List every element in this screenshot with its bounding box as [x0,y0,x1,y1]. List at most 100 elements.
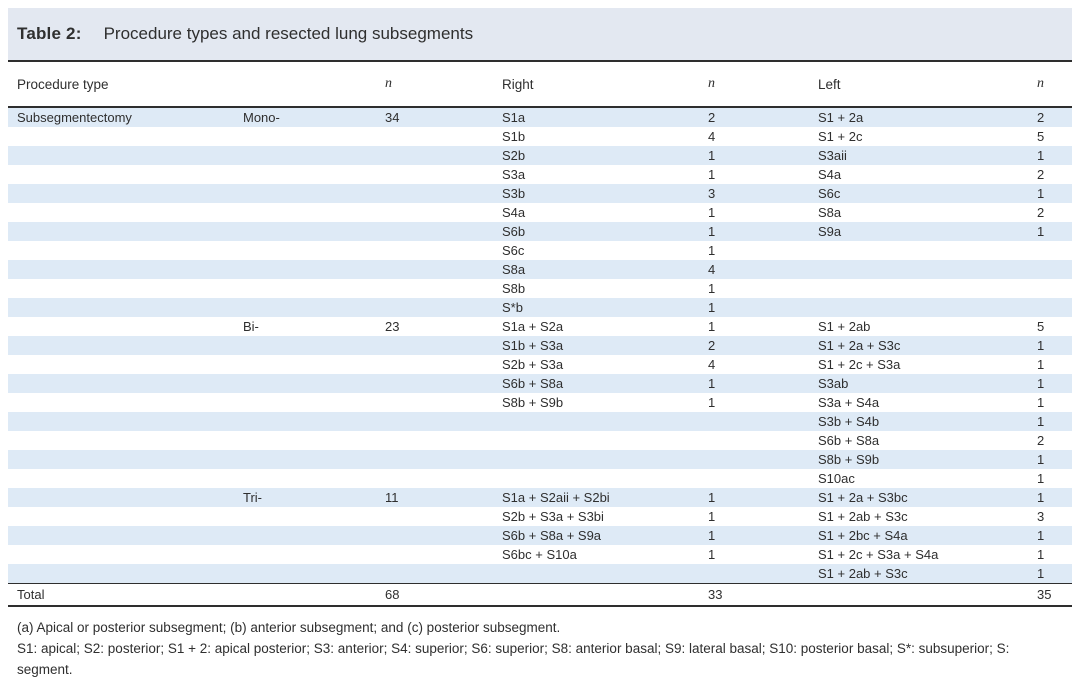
procedure-type-cell [8,393,243,412]
left-subsegment-cell: S1 + 2ab + S3c [818,509,908,524]
left-count-cell: 1 [1037,338,1045,353]
right-subsegment-cell: S8b [502,281,526,296]
subtype-cell [243,564,385,584]
table-row: S2b 1 S3aii 1 [8,146,1072,165]
right-subsegment-cell [502,450,708,469]
procedures-table: Procedure type n Right n Left n Subsegme… [8,62,1072,607]
right-subsegment-cell: S6b + S8a + S9a [502,528,602,543]
right-count-cell: 2 [708,338,716,353]
subtype-cell [243,165,385,184]
count-cell [385,298,502,317]
left-count-cell [1030,279,1072,298]
total-spacer-left [818,583,1030,607]
procedure-type-cell [8,298,243,317]
subtype-cell [243,355,385,374]
subtype-cell [243,526,385,545]
table-row: S1 + 2ab + S3c 1 [8,564,1072,584]
left-subsegment-cell: S3b + S4b [818,414,880,429]
right-subsegment-cell: S2b [502,148,526,163]
count-cell [385,374,502,393]
count-cell [385,393,502,412]
right-subsegment-cell: S1a + S2aii + S2bi [502,490,610,505]
table-footer: Total 68 33 35 [8,583,1072,607]
right-subsegment-cell: S6b [502,224,526,239]
procedure-type-cell [8,374,243,393]
subtype-cell [243,374,385,393]
right-count-cell [708,450,818,469]
right-count-cell: 1 [708,395,716,410]
left-count-cell: 5 [1037,319,1045,334]
count-cell [385,184,502,203]
left-count-cell [1030,260,1072,279]
right-subsegment-cell: S1a [502,110,526,125]
subtype-cell [243,222,385,241]
table-row: S1b 4 S1 + 2c 5 [8,127,1072,146]
table-header: Procedure type n Right n Left n [8,62,1072,108]
right-subsegment-cell [502,431,708,450]
right-count-cell: 1 [708,167,716,182]
table-row: S6b + S8a 1 S3ab 1 [8,374,1072,393]
right-subsegment-cell: S4a [502,205,526,220]
footnote-subsegment-letters: (a) Apical or posterior subsegment; (b) … [17,619,561,635]
table-row: S*b 1 [8,298,1072,317]
right-subsegment-cell: S2b + S3a [502,357,564,372]
total-spacer [243,583,385,607]
procedure-type-cell [8,488,243,507]
left-count-cell: 1 [1037,490,1045,505]
table-row: S6b 1 S9a 1 [8,222,1072,241]
table-caption: Procedure types and resected lung subseg… [103,24,474,43]
left-count-cell: 1 [1037,148,1045,163]
table-row: S8b + S9b 1 S3a + S4a 1 [8,393,1072,412]
subtype-cell [243,298,385,317]
count-cell [385,564,502,584]
table-row: S3a 1 S4a 2 [8,165,1072,184]
right-count-cell: 1 [708,490,716,505]
table-row: S8b + S9b 1 [8,450,1072,469]
left-subsegment-cell [818,298,1030,317]
table-row: Subsegmentectomy Mono- 34 S1a 2 S1 + 2a 2 [8,107,1072,127]
right-count-cell: 1 [708,148,716,163]
subtype-cell [243,507,385,526]
right-count-cell: 1 [708,281,716,296]
procedure-type-cell [8,507,243,526]
procedure-type-cell [8,317,243,336]
total-row: Total 68 33 35 [8,583,1072,607]
procedure-type-cell [8,222,243,241]
count-cell [385,165,502,184]
right-count-cell [708,469,818,488]
right-count-cell: 1 [708,319,716,334]
left-subsegment-cell: S1 + 2ab [818,319,871,334]
count-cell [385,469,502,488]
right-subsegment-cell: S1b [502,129,526,144]
left-count-cell: 1 [1037,528,1045,543]
subtype-cell [243,279,385,298]
left-subsegment-cell: S6b + S8a [818,433,880,448]
subtype-cell [243,146,385,165]
left-subsegment-cell: S10ac [818,471,855,486]
count-cell [385,279,502,298]
left-count-cell: 1 [1037,414,1045,429]
header-row: Procedure type n Right n Left n [8,62,1072,108]
subtype-cell [243,469,385,488]
subtype-cell [243,393,385,412]
right-count-cell [708,431,818,450]
left-count-cell: 1 [1037,376,1045,391]
procedure-type-cell [8,526,243,545]
left-count-cell: 1 [1037,566,1045,581]
table-row: S8b 1 [8,279,1072,298]
count-cell: 11 [385,490,399,505]
subtype-cell [243,203,385,222]
right-count-cell: 1 [708,300,716,315]
count-cell [385,127,502,146]
table-row: S6b + S8a + S9a 1 S1 + 2bc + S4a 1 [8,526,1072,545]
right-count-cell: 3 [708,186,716,201]
left-subsegment-cell: S1 + 2a + S3bc [818,490,908,505]
left-count-cell: 1 [1037,547,1045,562]
table-row: S10ac 1 [8,469,1072,488]
left-count-cell [1030,241,1072,260]
count-cell [385,336,502,355]
procedure-type-cell [8,564,243,584]
procedure-type-cell [8,279,243,298]
table-row: S6bc + S10a 1 S1 + 2c + S3a + S4a 1 [8,545,1072,564]
